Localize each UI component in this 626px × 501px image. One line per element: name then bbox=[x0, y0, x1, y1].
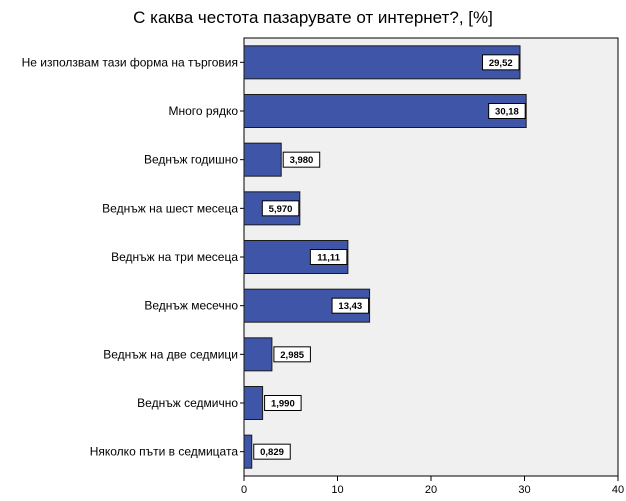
bar bbox=[243, 434, 253, 469]
data-label: 13,43 bbox=[338, 301, 362, 312]
data-label-box bbox=[273, 346, 311, 363]
bar bbox=[243, 142, 282, 177]
bar bbox=[243, 94, 527, 128]
data-label: 11,11 bbox=[317, 253, 340, 264]
data-label: 1,990 bbox=[271, 399, 295, 410]
category-label: Веднъж на шест месеца bbox=[102, 201, 238, 215]
x-tick-label: 20 bbox=[425, 484, 437, 496]
category-label: Веднъж седмично bbox=[137, 396, 238, 410]
data-label-box bbox=[331, 297, 370, 314]
data-label: 0,829 bbox=[260, 447, 284, 458]
bar bbox=[243, 337, 273, 372]
bars: 29,52 30,18 3,980 5,970 11,11 13,43 2,985 1,990… bbox=[243, 45, 527, 469]
data-label: 5,970 bbox=[269, 204, 293, 215]
data-label-box bbox=[264, 395, 302, 411]
data-label-box bbox=[282, 151, 321, 168]
data-label: 2,985 bbox=[280, 350, 304, 361]
data-label-box bbox=[253, 443, 291, 460]
data-label: 29,52 bbox=[489, 58, 513, 69]
x-tick-label: 30 bbox=[518, 484, 530, 496]
category-label: Веднъж на две седмици bbox=[103, 347, 238, 361]
bar bbox=[243, 386, 264, 420]
category-label: Веднъж месечно bbox=[144, 299, 238, 313]
x-tick-label: 40 bbox=[612, 484, 624, 496]
x-tick-label: 0 bbox=[241, 484, 247, 496]
data-label-box bbox=[482, 54, 520, 71]
category-labels: Не използвам тази форма на търговия Много… bbox=[22, 55, 244, 459]
x-axis: 0 10 20 30 40 bbox=[241, 476, 624, 496]
category-label: Няколко пъти в седмицата bbox=[90, 445, 239, 459]
data-label-box bbox=[261, 200, 300, 217]
category-label: Веднъж годишно bbox=[144, 153, 238, 167]
x-tick-label: 10 bbox=[331, 484, 343, 496]
category-label: Много рядко bbox=[168, 104, 238, 118]
data-label-box bbox=[488, 103, 526, 119]
bar bbox=[243, 45, 521, 80]
data-label: 3,980 bbox=[290, 155, 314, 166]
category-label: Не използвам тази форма на търговия bbox=[22, 55, 238, 69]
data-label: 30,18 bbox=[495, 107, 519, 118]
data-label-box bbox=[309, 249, 348, 265]
chart-title: С каква честота пазарувате от интернет?,… bbox=[133, 8, 493, 27]
category-label: Веднъж на три месеца bbox=[111, 250, 238, 264]
